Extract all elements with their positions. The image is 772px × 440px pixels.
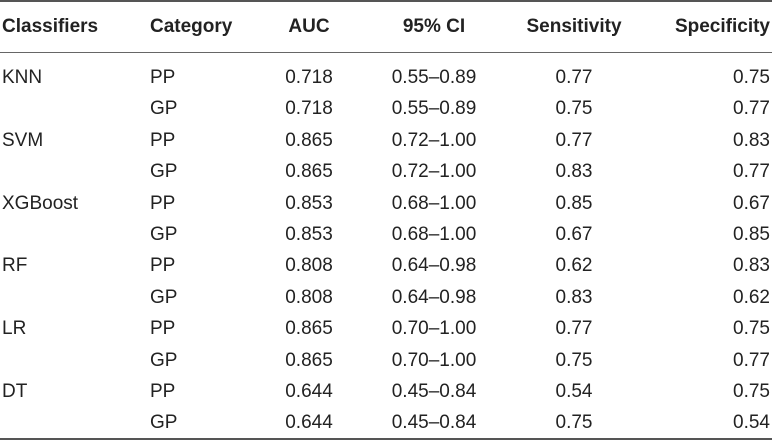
classifier-cell: XGBoost xyxy=(2,193,79,214)
ci-cell: 0.64–0.98 xyxy=(391,255,477,276)
ci-cell: 0.68–1.00 xyxy=(391,224,477,245)
specificity-cell: 0.85 xyxy=(733,224,770,245)
ci-cell: 0.64–0.98 xyxy=(391,287,477,308)
sensitivity-cell: 0.54 xyxy=(555,381,593,402)
category-cell: GP xyxy=(150,98,178,119)
classifier-cell: DT xyxy=(2,381,28,402)
header-category: Category xyxy=(150,16,233,37)
ci-cell: 0.70–1.00 xyxy=(391,350,477,371)
auc-cell: 0.853 xyxy=(285,193,333,214)
auc-cell: 0.644 xyxy=(285,381,333,402)
auc-cell: 0.865 xyxy=(285,350,333,371)
classifier-cell: LR xyxy=(2,318,27,339)
ci-cell: 0.72–1.00 xyxy=(391,161,477,182)
header-specificity: Specificity xyxy=(674,16,770,37)
sensitivity-cell: 0.85 xyxy=(555,193,593,214)
header-sensitivity: Sensitivity xyxy=(526,16,622,37)
classifier-cell: SVM xyxy=(2,130,44,151)
sensitivity-cell: 0.77 xyxy=(555,130,593,151)
sensitivity-cell: 0.67 xyxy=(555,224,593,245)
table-header-rule xyxy=(0,52,772,53)
specificity-cell: 0.83 xyxy=(733,255,770,276)
specificity-cell: 0.62 xyxy=(733,287,770,308)
sensitivity-cell: 0.75 xyxy=(555,350,593,371)
sensitivity-cell: 0.83 xyxy=(555,287,593,308)
category-cell: PP xyxy=(150,193,176,214)
specificity-cell: 0.67 xyxy=(733,193,770,214)
auc-cell: 0.865 xyxy=(285,318,333,339)
ci-cell: 0.72–1.00 xyxy=(391,130,477,151)
specificity-cell: 0.75 xyxy=(733,318,770,339)
auc-cell: 0.808 xyxy=(285,255,333,276)
ci-cell: 0.68–1.00 xyxy=(391,193,477,214)
sensitivity-cell: 0.83 xyxy=(555,161,593,182)
category-cell: GP xyxy=(150,287,178,308)
auc-cell: 0.644 xyxy=(285,412,333,433)
ci-cell: 0.70–1.00 xyxy=(391,318,477,339)
sensitivity-cell: 0.77 xyxy=(555,318,593,339)
category-cell: PP xyxy=(150,130,176,151)
category-cell: GP xyxy=(150,412,178,433)
category-cell: GP xyxy=(150,350,178,371)
sensitivity-cell: 0.75 xyxy=(555,412,593,433)
auc-cell: 0.718 xyxy=(285,98,333,119)
ci-cell: 0.55–0.89 xyxy=(391,98,477,119)
ci-cell: 0.45–0.84 xyxy=(391,381,477,402)
category-cell: PP xyxy=(150,255,176,276)
category-cell: GP xyxy=(150,224,178,245)
auc-cell: 0.853 xyxy=(285,224,333,245)
category-cell: GP xyxy=(150,161,178,182)
sensitivity-cell: 0.62 xyxy=(555,255,593,276)
sensitivity-cell: 0.77 xyxy=(555,67,593,88)
specificity-cell: 0.83 xyxy=(733,130,770,151)
auc-cell: 0.865 xyxy=(285,130,333,151)
sensitivity-cell: 0.75 xyxy=(555,98,593,119)
specificity-cell: 0.75 xyxy=(733,381,770,402)
header-classifiers: Classifiers xyxy=(2,16,99,37)
classifier-cell: KNN xyxy=(2,67,43,88)
specificity-cell: 0.77 xyxy=(733,161,770,182)
category-cell: PP xyxy=(150,318,176,339)
category-cell: PP xyxy=(150,67,176,88)
header-auc: AUC xyxy=(288,16,330,37)
table-bottom-rule xyxy=(0,438,772,440)
specificity-cell: 0.75 xyxy=(733,67,770,88)
auc-cell: 0.718 xyxy=(285,67,333,88)
ci-cell: 0.45–0.84 xyxy=(391,412,477,433)
specificity-cell: 0.54 xyxy=(733,412,770,433)
specificity-cell: 0.77 xyxy=(733,98,770,119)
classifier-cell: RF xyxy=(2,255,28,276)
category-cell: PP xyxy=(150,381,176,402)
auc-cell: 0.865 xyxy=(285,161,333,182)
table-top-rule xyxy=(0,0,772,2)
auc-cell: 0.808 xyxy=(285,287,333,308)
ci-cell: 0.55–0.89 xyxy=(391,67,477,88)
specificity-cell: 0.77 xyxy=(733,350,770,371)
header-ci: 95% CI xyxy=(402,16,466,37)
